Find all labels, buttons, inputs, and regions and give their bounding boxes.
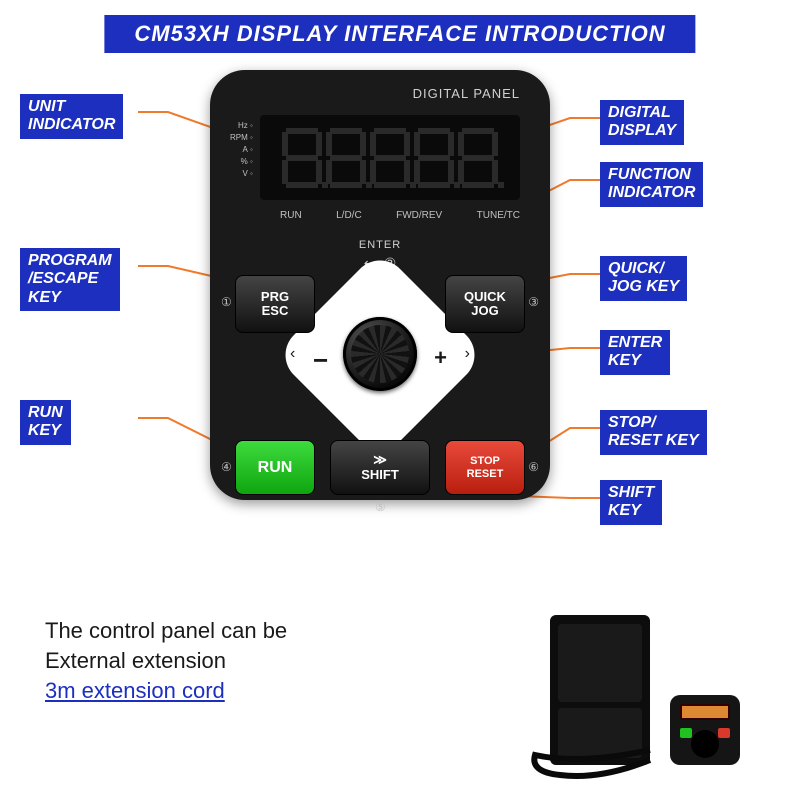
circled-num-6: ⑥ [528,460,539,474]
device-illustration [520,610,760,780]
jog-dial[interactable] [343,317,417,391]
callout-function: FUNCTION INDICATOR [600,162,703,207]
callout-display: DIGITAL DISPLAY [600,100,684,145]
prg-esc-button[interactable]: PRG ESC [235,275,315,333]
run-button[interactable]: RUN [235,440,315,495]
btn-line2: ESC [262,304,289,318]
btn-line1: PRG [261,290,289,304]
function-indicator-row: RUNL/D/CFWD/REVTUNE/TC [280,210,520,221]
circled-num-5: ⑤ [375,500,386,514]
callout-unit: UNIT INDICATOR [20,94,123,139]
chevron-left-icon: ‹ [290,345,295,363]
callout-program: PROGRAM /ESCAPE KEY [20,248,120,311]
circled-num-1: ① [221,295,232,309]
circled-num-4: ④ [221,460,232,474]
stop-reset-button[interactable]: STOP RESET [445,440,525,495]
footer-link[interactable]: 3m extension cord [45,678,225,704]
plus-icon: + [434,345,447,371]
btn-line2: RESET [467,468,504,480]
control-area: ENTER ⟻② ‹ › − + PRG ESC ① QUICK JOG ③ R… [235,245,525,545]
footer-line1: The control panel can be [45,618,287,644]
btn-line1: STOP [470,455,500,467]
callout-run: RUN KEY [20,400,71,445]
btn-line1: RUN [258,459,293,477]
shift-button[interactable]: ≫ SHIFT [330,440,430,495]
minus-icon: − [313,345,328,376]
circled-num-3: ③ [528,295,539,309]
seven-segment-display [260,115,520,200]
btn-line2: SHIFT [361,468,399,482]
btn-line1: ≫ [373,453,387,467]
callout-stop: STOP/ RESET KEY [600,410,707,455]
callout-jog: QUICK/ JOG KEY [600,256,687,301]
digital-panel: DIGITAL PANEL Hz ◦RPM ◦A ◦% ◦V ◦ RUNL/D/… [210,70,550,500]
unit-indicator-labels: Hz ◦RPM ◦A ◦% ◦V ◦ [230,120,253,180]
chevron-right-icon: › [465,345,470,363]
footer-line2: External extension [45,648,226,674]
enter-label: ENTER [359,239,401,251]
quick-jog-button[interactable]: QUICK JOG [445,275,525,333]
callout-shift: SHIFT KEY [600,480,662,525]
btn-line1: QUICK [464,290,506,304]
callout-enter: ENTER KEY [600,330,670,375]
page-title: CM53XH DISPLAY INTERFACE INTRODUCTION [104,15,695,53]
btn-line2: JOG [471,304,498,318]
panel-label: DIGITAL PANEL [413,86,520,101]
